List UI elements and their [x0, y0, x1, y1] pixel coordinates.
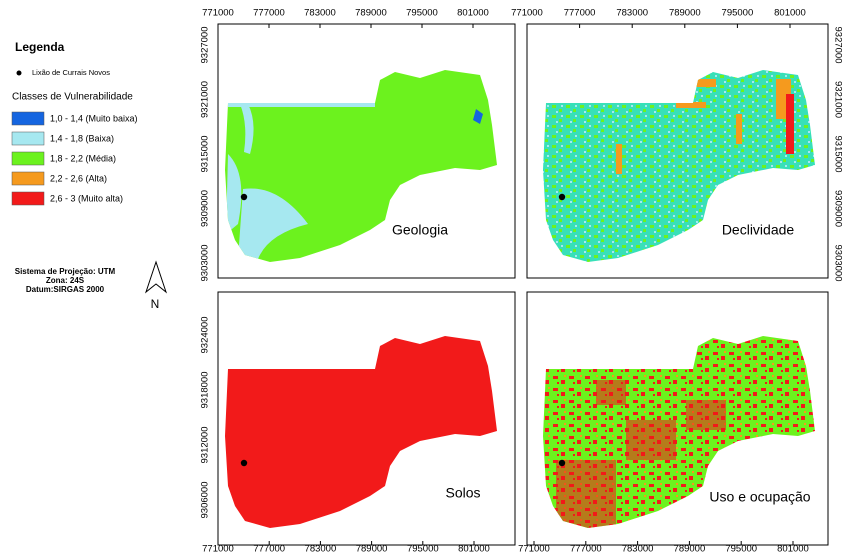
- x-coordinate-label: 795000: [407, 544, 439, 555]
- panel-frame: [526, 23, 829, 279]
- projection-text: Zona: 24S: [46, 276, 85, 285]
- y-coordinate-label: 9324000: [200, 317, 211, 354]
- landuse-patches: [556, 380, 726, 528]
- y-coordinate-label: 9315000: [200, 136, 211, 173]
- legend-swatch: [11, 191, 45, 206]
- y-coordinate-label: 9327000: [200, 27, 211, 64]
- legend-classes-title: Classes de Vulnerabilidade: [12, 92, 133, 103]
- dump-point: [558, 459, 566, 467]
- x-coordinate-label: 771000: [518, 544, 550, 555]
- map-panel: Uso e ocupação 771000 777000 783000 789000 79…: [518, 291, 829, 555]
- x-coordinate-label: 801000: [457, 8, 489, 19]
- x-coordinate-label: 789000: [674, 544, 706, 555]
- patch: [473, 109, 483, 124]
- patch: [676, 102, 706, 108]
- x-coordinate-label: 777000: [253, 8, 285, 19]
- panels: Geologia 771000 777000 783000 789000 795000 80…: [200, 8, 844, 555]
- x-coordinate-label: 801000: [774, 8, 806, 19]
- legend-label: 1,4 - 1,8 (Baixa): [50, 133, 114, 143]
- x-coordinate-label: 771000: [511, 8, 543, 19]
- y-coordinate-label: 9327000: [832, 27, 843, 64]
- y-coordinate-label: 9303000: [832, 245, 843, 282]
- patch: [786, 94, 794, 154]
- patch: [696, 79, 716, 87]
- dump-point: [240, 193, 248, 201]
- legend-swatch: [11, 151, 45, 166]
- y-coordinate-label: 9318000: [200, 372, 211, 409]
- legend-title: Legenda: [15, 40, 65, 54]
- y-coordinate-label: 9309000: [200, 190, 211, 227]
- panel-title: Declividade: [722, 222, 795, 238]
- legend-label: 2,6 - 3 (Muito alta): [50, 193, 123, 203]
- y-coordinate-label: 9306000: [200, 482, 211, 519]
- dump-point: [558, 193, 566, 201]
- x-coordinate-label: 783000: [622, 544, 654, 555]
- north-arrow: N: [144, 260, 168, 311]
- basin-shape: [543, 336, 815, 528]
- x-coordinate-label: 783000: [305, 544, 337, 555]
- projection-text: Sistema de Projeção: UTM: [15, 267, 116, 276]
- panel-frame: [217, 291, 516, 546]
- patch: [686, 400, 726, 430]
- patch: [238, 188, 308, 259]
- patch: [736, 114, 742, 144]
- x-coordinate-label: 789000: [669, 8, 701, 19]
- legend-label: 1,8 - 2,2 (Média): [50, 153, 116, 163]
- panel-title: Geologia: [392, 222, 448, 238]
- patch: [596, 380, 626, 405]
- x-coordinate-label: 771000: [202, 8, 234, 19]
- x-coordinate-label: 801000: [777, 544, 809, 555]
- legend-label: 2,2 - 2,6 (Alta): [50, 173, 107, 183]
- x-coordinate-label: 777000: [253, 544, 285, 555]
- patch: [228, 103, 375, 107]
- legend-point-label: Lixão de Currais Novos: [32, 68, 110, 77]
- x-coordinate-label: 783000: [304, 8, 336, 19]
- y-coordinate-label: 9312000: [200, 427, 211, 464]
- y-coordinate-label: 9321000: [832, 81, 843, 118]
- x-coordinate-label: 801000: [458, 544, 490, 555]
- panel-frame: [217, 23, 516, 279]
- north-label: N: [151, 297, 160, 311]
- legend-swatch: [11, 111, 45, 126]
- panel-title: Solos: [445, 485, 480, 501]
- x-coordinate-label: 795000: [406, 8, 438, 19]
- geology-patches: [226, 103, 483, 259]
- map-panel: Declividade 771000 777000 783000 789000 79500…: [511, 8, 843, 282]
- map-panel: Solos 771000 777000 783000 789000 795000 80100…: [200, 291, 516, 555]
- map-panel: Geologia 771000 777000 783000 789000 795000 80…: [200, 8, 516, 282]
- legend-label: 1,0 - 1,4 (Muito baixa): [50, 113, 138, 123]
- legend-swatch: [11, 171, 45, 186]
- x-coordinate-label: 795000: [722, 8, 754, 19]
- legend-point: [16, 70, 22, 76]
- patch: [626, 420, 676, 460]
- y-coordinate-label: 9315000: [832, 136, 843, 173]
- y-coordinate-label: 9303000: [200, 245, 211, 282]
- patch: [616, 144, 622, 174]
- y-coordinate-label: 9309000: [832, 190, 843, 227]
- patch: [240, 104, 254, 154]
- basin-shape: [225, 70, 497, 262]
- x-coordinate-label: 789000: [355, 8, 387, 19]
- slope-patches: [616, 79, 794, 174]
- panel-frame: [526, 291, 829, 546]
- x-coordinate-label: 771000: [202, 544, 234, 555]
- y-coordinate-label: 9321000: [200, 81, 211, 118]
- x-coordinate-label: 795000: [725, 544, 757, 555]
- patch: [226, 154, 242, 234]
- x-coordinate-label: 777000: [564, 8, 596, 19]
- legend: Legenda Lixão de Currais Novos Classes de …: [11, 40, 138, 294]
- panel-title: Uso e ocupação: [709, 489, 810, 505]
- x-coordinate-label: 777000: [570, 544, 602, 555]
- x-coordinate-label: 789000: [356, 544, 388, 555]
- basin-shape: [543, 70, 815, 262]
- x-coordinate-label: 783000: [616, 8, 648, 19]
- legend-swatch: [11, 131, 45, 146]
- patch: [556, 460, 616, 528]
- dump-point: [240, 459, 248, 467]
- projection-text: Datum:SIRGAS 2000: [26, 285, 105, 294]
